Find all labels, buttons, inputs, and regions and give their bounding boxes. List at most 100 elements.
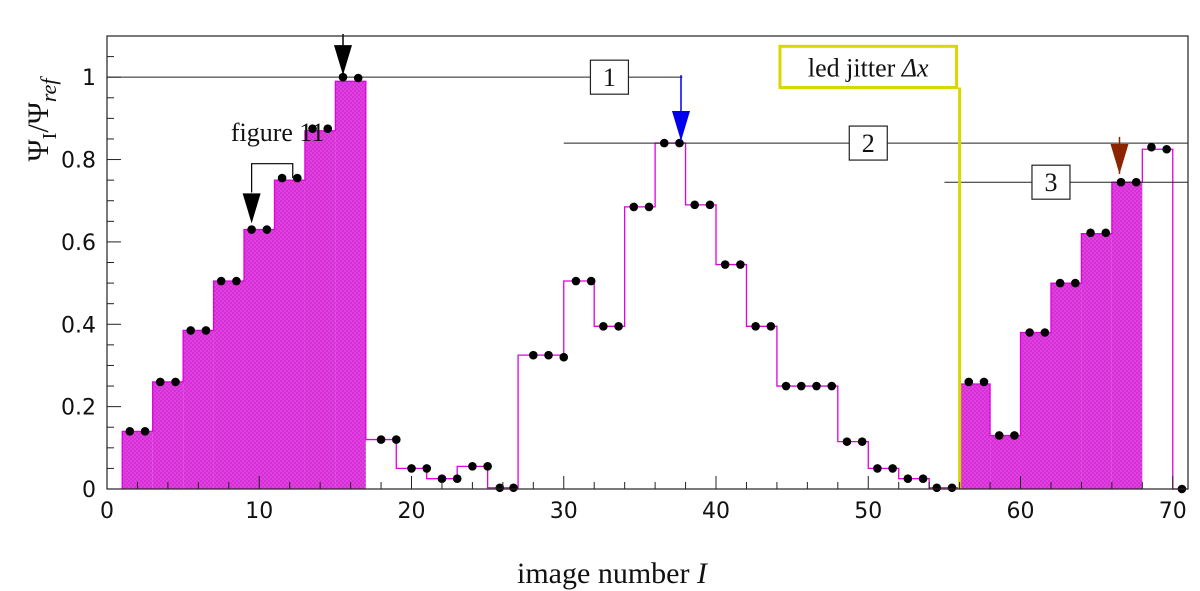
histogram-bar: [152, 381, 184, 489]
x-tick-label: 0: [100, 499, 114, 524]
data-point: [690, 200, 699, 210]
data-point: [376, 435, 386, 444]
histogram-bar: [213, 281, 245, 489]
data-point: [201, 326, 211, 335]
data-point: [452, 474, 462, 484]
arrow-head: [333, 45, 352, 76]
data-point: [571, 276, 581, 286]
y-tick-label: 0.4: [61, 313, 96, 338]
data-point: [947, 483, 957, 493]
data-point: [675, 138, 684, 148]
data-point: [781, 381, 791, 391]
histogram-bar: [274, 180, 305, 490]
y-tick-label: 0.8: [61, 149, 96, 174]
svg-text:ΨI/Ψref: ΨI/Ψref: [22, 76, 61, 162]
data-point: [644, 202, 654, 212]
histogram-bar: [335, 81, 366, 490]
data-point: [559, 352, 569, 362]
histogram-bar: [1081, 233, 1112, 489]
data-point: [353, 73, 363, 83]
arrow-head: [671, 111, 690, 142]
data-point: [873, 464, 882, 473]
data-point: [842, 437, 852, 446]
data-point: [437, 474, 447, 484]
histogram-bar: [122, 431, 153, 489]
data-point: [308, 124, 317, 133]
reference-lines: 1 2 3: [107, 59, 1188, 200]
reference-label-box: [1031, 164, 1071, 200]
histogram-bar: [183, 330, 214, 489]
data-points: [125, 72, 1187, 494]
data-point: [705, 200, 715, 210]
data-point: [766, 322, 776, 331]
figure-11-bracket: [251, 163, 294, 193]
histogram-bar: [959, 383, 991, 489]
arrow-head: [1110, 143, 1129, 174]
data-point: [1131, 177, 1141, 187]
y-tick-label: 0.6: [61, 231, 96, 256]
histogram-bar: [1111, 182, 1143, 490]
histogram-bar: [304, 130, 336, 489]
data-point: [751, 322, 760, 331]
y-label-psi1: Ψ: [22, 138, 55, 161]
data-point: [391, 435, 401, 444]
data-point: [979, 377, 989, 387]
reference-label: 1: [603, 63, 616, 92]
y-tick-label: 0: [82, 478, 96, 503]
data-point: [338, 72, 348, 82]
data-point: [629, 202, 639, 212]
data-point: [1040, 328, 1050, 337]
data-point: [186, 326, 196, 335]
y-label-sub1: I: [39, 133, 61, 140]
y-label-psi2: Ψ: [22, 101, 55, 124]
figure-11-label: figure 11: [231, 118, 325, 147]
data-point: [964, 377, 974, 387]
y-tick-label: 1: [82, 66, 96, 91]
data-point: [232, 276, 241, 286]
y-label-sub2: ref: [36, 76, 61, 103]
data-point: [544, 350, 553, 360]
histogram-bar: [1050, 283, 1082, 489]
x-axis-label-text: image number: [517, 557, 689, 590]
y-axis-label: ΨI/Ψref: [22, 76, 61, 162]
data-point: [827, 381, 837, 391]
data-point: [155, 377, 165, 387]
data-point: [918, 474, 928, 484]
data-point: [293, 173, 302, 183]
data-point: [468, 462, 477, 471]
x-tick-label: 50: [854, 499, 882, 524]
x-axis-ticks: 0 10 20 30 40 50 60 70: [100, 476, 1187, 524]
data-point: [614, 322, 623, 331]
data-point: [262, 225, 272, 234]
data-point: [1147, 142, 1156, 152]
data-point: [216, 276, 226, 286]
x-tick-label: 60: [1007, 499, 1035, 524]
data-point: [1086, 228, 1095, 238]
data-point: [277, 173, 287, 183]
x-tick-label: 20: [398, 499, 426, 524]
data-point: [932, 483, 942, 493]
data-point: [599, 322, 608, 331]
data-point: [1071, 278, 1080, 288]
data-point: [796, 381, 806, 391]
x-tick-label: 10: [245, 499, 273, 524]
histogram-fills: [122, 81, 1143, 490]
reference-label-box: [848, 125, 888, 161]
reference-label-box: [589, 59, 630, 95]
data-point: [857, 437, 867, 446]
histogram-bar: [244, 229, 275, 489]
data-point: [659, 138, 669, 148]
data-point: [586, 276, 596, 286]
y-axis-ticks: 0 0.2 0.4 0.6 0.8 1: [61, 35, 121, 503]
y-label-slash: /: [22, 124, 55, 133]
histogram-bar: [1020, 332, 1051, 489]
data-point: [422, 464, 432, 473]
data-point: [247, 225, 256, 234]
data-point: [509, 483, 518, 493]
x-axis-label-symbol: I: [696, 557, 709, 590]
data-point: [736, 260, 745, 269]
led-jitter-text: led jitter: [808, 53, 902, 82]
data-point: [1025, 328, 1034, 337]
data-point: [1162, 144, 1171, 154]
